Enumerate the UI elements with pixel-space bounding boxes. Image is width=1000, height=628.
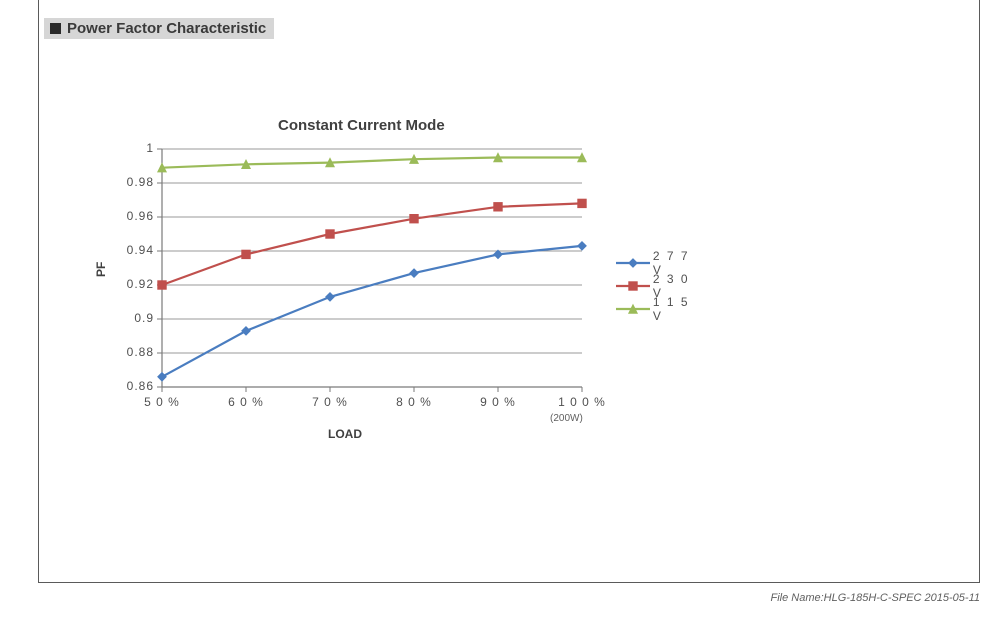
- x-tick-label: 9 0 %: [473, 395, 523, 409]
- legend-item: 1 1 5 V: [616, 300, 700, 318]
- document-footer: File Name:HLG-185H-C-SPEC 2015-05-11: [771, 592, 981, 604]
- square-bullet-icon: [50, 23, 61, 34]
- y-tick-label: 1: [108, 141, 154, 155]
- legend-label: 1 1 5 V: [653, 295, 700, 323]
- x-tick-label: 7 0 %: [305, 395, 355, 409]
- x-tick-label: 1 0 0 %: [557, 395, 607, 409]
- legend-item: 2 7 7 V: [616, 254, 700, 272]
- y-tick-label: 0.9: [108, 311, 154, 325]
- y-tick-label: 0.88: [108, 345, 154, 359]
- legend-swatch-icon: [616, 301, 647, 317]
- chart-title: Constant Current Mode: [278, 117, 445, 134]
- x-tick-label: 6 0 %: [221, 395, 271, 409]
- x-axis-label: LOAD: [328, 427, 362, 441]
- chart-plot-area: [154, 141, 590, 395]
- y-tick-label: 0.96: [108, 209, 154, 223]
- y-tick-label: 0.98: [108, 175, 154, 189]
- y-tick-label: 0.92: [108, 277, 154, 291]
- x-tick-label: 8 0 %: [389, 395, 439, 409]
- section-header: Power Factor Characteristic: [44, 18, 274, 39]
- legend-swatch-icon: [616, 255, 647, 271]
- y-tick-label: 0.86: [108, 379, 154, 393]
- x-tick-label: 5 0 %: [137, 395, 187, 409]
- legend-item: 2 3 0 V: [616, 277, 700, 295]
- section-title: Power Factor Characteristic: [67, 20, 266, 37]
- y-axis-label: PF: [94, 262, 108, 277]
- power-factor-chart: Constant Current Mode PF LOAD (200W) 2 7…: [60, 55, 700, 395]
- y-tick-label: 0.94: [108, 243, 154, 257]
- legend-swatch-icon: [616, 278, 647, 294]
- load-wattage-note: (200W): [550, 413, 583, 424]
- chart-legend: 2 7 7 V2 3 0 V1 1 5 V: [616, 249, 700, 323]
